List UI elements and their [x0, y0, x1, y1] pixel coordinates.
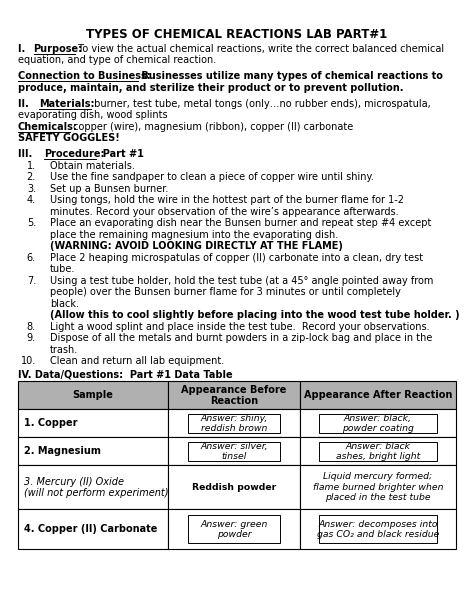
Text: 2.: 2. [27, 172, 36, 182]
Text: IV. Data/Questions:  Part #1 Data Table: IV. Data/Questions: Part #1 Data Table [18, 370, 233, 380]
Text: 4. Copper (II) Carbonate: 4. Copper (II) Carbonate [24, 524, 157, 535]
Bar [168, 381, 300, 409]
Text: Part #1: Part #1 [96, 150, 144, 159]
Text: Answer: green
powder: Answer: green powder [201, 520, 268, 539]
Text: copper (wire), magnesium (ribbon), copper (II) carbonate: copper (wire), magnesium (ribbon), coppe… [70, 122, 353, 132]
Text: Place 2 heaping microspatulas of copper (II) carbonate into a clean, dry test: Place 2 heaping microspatulas of copper … [50, 253, 423, 263]
Text: TYPES OF CHEMICAL REACTIONS LAB PART#1: TYPES OF CHEMICAL REACTIONS LAB PART#1 [86, 28, 388, 41]
Text: Answer: black,
powder coating: Answer: black, powder coating [342, 414, 414, 433]
Bar [168, 509, 300, 549]
Bar [168, 409, 300, 437]
Text: produce, maintain, and sterilize their product or to prevent pollution.: produce, maintain, and sterilize their p… [18, 83, 403, 93]
Text: (WARNING: AVOID LOOKING DIRECTLY AT THE FLAME): (WARNING: AVOID LOOKING DIRECTLY AT THE … [50, 242, 343, 251]
Text: equation, and type of chemical reaction.: equation, and type of chemical reaction. [18, 55, 216, 65]
Bar [188, 414, 280, 433]
Text: 1.: 1. [27, 161, 36, 171]
Text: SAFETY GOGGLES!: SAFETY GOGGLES! [18, 133, 120, 143]
Text: 1. Copper: 1. Copper [24, 418, 78, 428]
Text: Procedure:: Procedure: [44, 150, 104, 159]
Text: Light a wood splint and place inside the test tube.  Record your observations.: Light a wood splint and place inside the… [50, 322, 429, 332]
Text: To view the actual chemical reactions, write the correct balanced chemical: To view the actual chemical reactions, w… [75, 44, 444, 53]
Text: evaporating dish, wood splints: evaporating dish, wood splints [18, 110, 168, 120]
Bar [168, 437, 300, 465]
Bar [319, 414, 438, 433]
Text: 7.: 7. [27, 276, 36, 286]
Text: 3. Mercury (II) Oxide
(will not perform experiment): 3. Mercury (II) Oxide (will not perform … [24, 476, 168, 498]
Text: trash.: trash. [50, 345, 78, 355]
Text: people) over the Bunsen burner flame for 3 minutes or until completely: people) over the Bunsen burner flame for… [50, 287, 401, 297]
Text: Reddish powder: Reddish powder [192, 483, 276, 492]
Text: Liquid mercury formed;
flame burned brighter when
placed in the test tube: Liquid mercury formed; flame burned brig… [313, 473, 443, 502]
Text: burner, test tube, metal tongs (only…no rubber ends), microspatula,: burner, test tube, metal tongs (only…no … [91, 99, 430, 109]
Bar [18, 465, 168, 509]
Text: 2. Magnesium: 2. Magnesium [24, 446, 101, 456]
Text: Clean and return all lab equipment.: Clean and return all lab equipment. [50, 356, 224, 367]
Text: 4.: 4. [27, 196, 36, 205]
Bar [300, 381, 456, 409]
Text: Businesses utilize many types of chemical reactions to: Businesses utilize many types of chemica… [137, 71, 442, 81]
Text: Appearance Before
Reaction: Appearance Before Reaction [182, 384, 287, 406]
Text: black.: black. [50, 299, 79, 309]
Text: 6.: 6. [27, 253, 36, 263]
Bar [319, 516, 438, 543]
Text: Using a test tube holder, hold the test tube (at a 45° angle pointed away from: Using a test tube holder, hold the test … [50, 276, 433, 286]
Text: place the remaining magnesium into the evaporating dish.: place the remaining magnesium into the e… [50, 230, 338, 240]
Text: Materials:: Materials: [39, 99, 94, 109]
Bar [188, 516, 280, 543]
Text: III.: III. [18, 150, 36, 159]
Bar [18, 381, 168, 409]
Text: Connection to Business:: Connection to Business: [18, 71, 151, 81]
Text: 8.: 8. [27, 322, 36, 332]
Bar [319, 441, 438, 461]
Text: Using tongs, hold the wire in the hottest part of the burner flame for 1-2: Using tongs, hold the wire in the hottes… [50, 196, 404, 205]
Text: Chemicals:: Chemicals: [18, 122, 78, 132]
Text: Appearance After Reaction: Appearance After Reaction [304, 390, 452, 400]
Text: Set up a Bunsen burner.: Set up a Bunsen burner. [50, 184, 168, 194]
Text: 3.: 3. [27, 184, 36, 194]
Bar [18, 409, 168, 437]
Text: Sample: Sample [73, 390, 113, 400]
Text: (Allow this to cool slightly before placing into the wood test tube holder. ): (Allow this to cool slightly before plac… [50, 310, 460, 321]
Bar [300, 409, 456, 437]
Text: 5.: 5. [27, 218, 36, 228]
Text: Obtain materials.: Obtain materials. [50, 161, 135, 171]
Text: tube.: tube. [50, 264, 75, 275]
Bar [168, 465, 300, 509]
Bar [18, 437, 168, 465]
Bar [300, 437, 456, 465]
Text: minutes. Record your observation of the wire’s appearance afterwards.: minutes. Record your observation of the … [50, 207, 399, 217]
Text: Place an evaporating dish near the Bunsen burner and repeat step #4 except: Place an evaporating dish near the Bunse… [50, 218, 431, 228]
Bar [300, 465, 456, 509]
Text: Dispose of all the metals and burnt powders in a zip-lock bag and place in the: Dispose of all the metals and burnt powd… [50, 333, 432, 343]
Text: Answer: shiny,
reddish brown: Answer: shiny, reddish brown [201, 414, 268, 433]
Bar [300, 509, 456, 549]
Text: Purpose:: Purpose: [34, 44, 83, 53]
Text: Answer: black
ashes, bright light: Answer: black ashes, bright light [336, 441, 420, 461]
Text: II.: II. [18, 99, 32, 109]
Text: 10.: 10. [21, 356, 36, 367]
Bar [18, 509, 168, 549]
Text: 9.: 9. [27, 333, 36, 343]
Text: Answer: silver,
tinsel: Answer: silver, tinsel [200, 441, 268, 461]
Bar [188, 441, 280, 461]
Text: I.: I. [18, 44, 28, 53]
Text: Use the fine sandpaper to clean a piece of copper wire until shiny.: Use the fine sandpaper to clean a piece … [50, 172, 374, 182]
Text: Answer: decomposes into
gas CO₂ and black residue: Answer: decomposes into gas CO₂ and blac… [317, 520, 439, 539]
